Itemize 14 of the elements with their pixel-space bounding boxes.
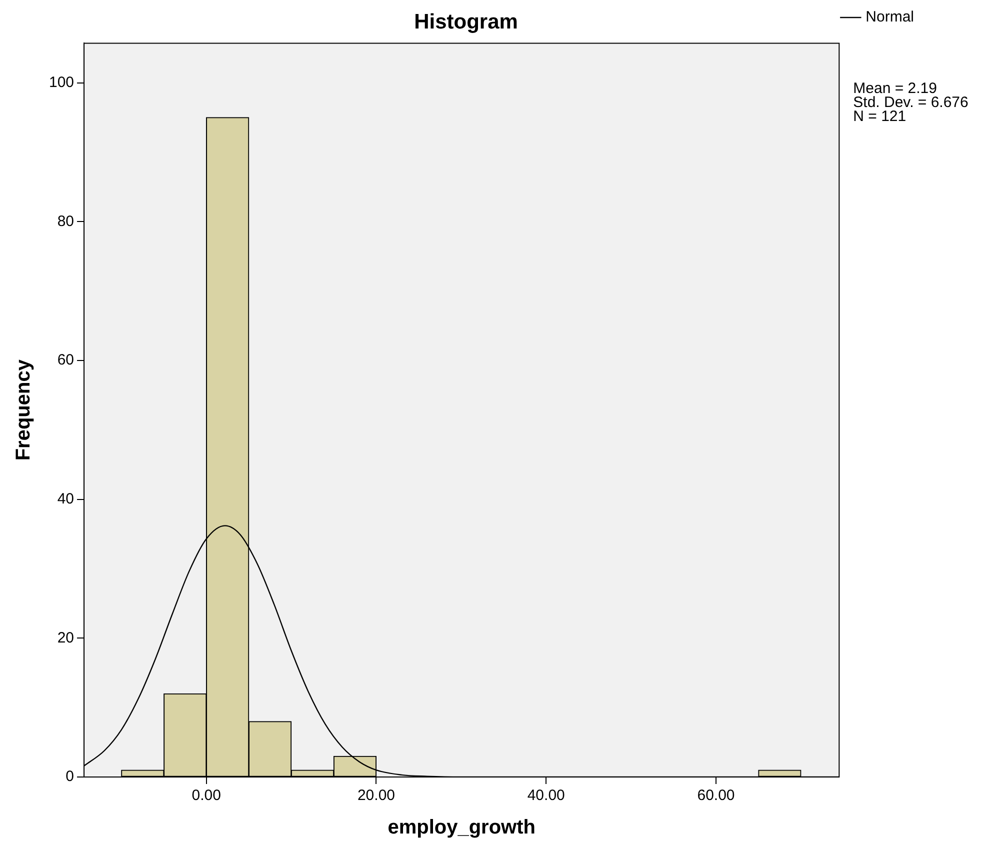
x-tick-label: 0.00 (192, 787, 221, 804)
y-tick-label: 80 (57, 212, 74, 230)
x-tick-label: 60.00 (697, 787, 735, 804)
y-tick-label: 20 (57, 629, 74, 646)
x-axis-title: employ_growth (388, 816, 536, 839)
y-tick-label: 0 (66, 768, 74, 786)
y-tick-label: 100 (48, 74, 74, 91)
chart-title: Histogram (414, 10, 518, 34)
legend-label: Normal (866, 8, 914, 26)
x-tick-label: 40.00 (527, 787, 565, 804)
y-axis-title: Frequency (12, 358, 35, 461)
x-tick-label: 20.00 (357, 787, 395, 804)
y-tick-label: 60 (57, 352, 74, 369)
y-tick-label: 40 (57, 490, 74, 508)
